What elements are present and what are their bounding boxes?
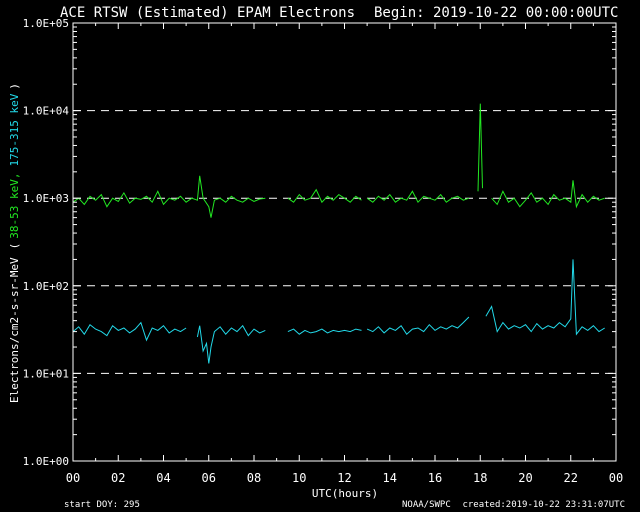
series-2-segment-3 (366, 316, 470, 335)
x-tick-label-11: 22 (564, 471, 578, 485)
x-tick-label-9: 18 (473, 471, 487, 485)
y-tick-label-0: 1.0E+00 (23, 455, 69, 468)
x-axis-label: UTC(hours) (312, 487, 378, 500)
y-axis-label-prefix: Electrons/cm2-s-sr-MeV (8, 257, 21, 403)
series-2-segment-0 (72, 321, 187, 342)
begin-time-label: Begin: 2019-10-22 00:00:00UTC (374, 5, 618, 21)
axis-ticks: 00 02 04 06 08 10 12 14 16 18 20 22 00 1.0E+00 1.0E+01… (23, 17, 624, 485)
y-axis-label-series1: 38-53 keV, (8, 172, 21, 238)
x-tick-label-10: 20 (518, 471, 532, 485)
data-series (72, 103, 605, 364)
y-tick-label-2: 1.0E+02 (23, 280, 69, 293)
series-1-segment-4 (491, 180, 605, 209)
x-tick-label-5: 10 (292, 471, 306, 485)
x-tick-label-8: 16 (428, 471, 442, 485)
y-tick-label-3: 1.0E+03 (23, 192, 69, 205)
x-tick-label-12: 00 (609, 471, 623, 485)
series-2-segment-1 (196, 324, 266, 364)
agency-label: NOAA/SWPC (402, 500, 451, 510)
x-tick-label-2: 04 (156, 471, 170, 485)
y-tick-label-5: 1.0E+05 (23, 17, 69, 30)
chart-title: ACE RTSW (Estimated) EPAM Electrons (60, 5, 355, 21)
series-1-segment-2 (366, 190, 470, 204)
x-tick-label-4: 08 (247, 471, 261, 485)
series-1-segment-1 (287, 188, 362, 204)
y-axis-label-close-paren: ) (8, 83, 21, 90)
y-axis-label: Electrons/cm2-s-sr-MeV (38-53 keV, 175-315… (8, 83, 21, 403)
y-tick-label-1: 1.0E+01 (23, 367, 69, 380)
y-tick-label-4: 1.0E+04 (23, 105, 70, 118)
series-2-segment-4 (485, 259, 605, 336)
y-axis-label-open-paren: ( (8, 243, 21, 250)
y-axis-label-series2: 175-315 keV (8, 93, 21, 166)
x-tick-label-3: 06 (202, 471, 216, 485)
x-tick-label-7: 14 (383, 471, 397, 485)
series-2-segment-2 (287, 328, 362, 335)
created-timestamp: created:2019-10-22 23:31:07UTC (462, 500, 625, 510)
series-1-segment-3 (477, 103, 483, 192)
series-1-segment-0 (72, 175, 266, 218)
x-tick-label-1: 02 (111, 471, 125, 485)
x-tick-label-0: 00 (66, 471, 80, 485)
x-tick-label-6: 12 (337, 471, 351, 485)
start-doy-label: start DOY: 295 (64, 500, 140, 510)
